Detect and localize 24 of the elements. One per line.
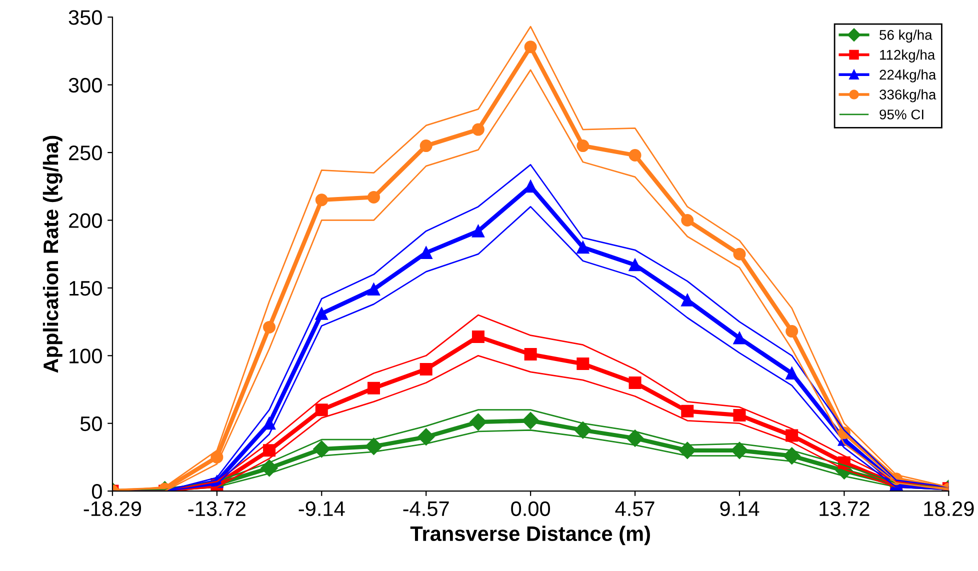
y-tick-label: 300 bbox=[68, 78, 102, 93]
x-tick-label: -4.57 bbox=[403, 502, 449, 516]
x-tick-label: 0.00 bbox=[511, 501, 550, 516]
y-tick-label: 250 bbox=[69, 146, 102, 160]
x-tick-label: -13.72 bbox=[188, 501, 246, 516]
x-tick-label: -9.14 bbox=[298, 501, 345, 516]
x-tick-label: 4.57 bbox=[615, 502, 654, 516]
x-tick-label: 18.29 bbox=[924, 501, 974, 516]
y-tick-label: 150 bbox=[70, 280, 102, 296]
legend-label: 336kg/ha bbox=[880, 89, 936, 102]
x-tick-label: 9.14 bbox=[720, 501, 760, 516]
legend-label: 224kg/ha bbox=[880, 69, 936, 82]
legend-label: 95% CI bbox=[880, 110, 924, 120]
legend-label: 56 kg/ha bbox=[880, 30, 932, 43]
y-tick-label: 350 bbox=[68, 10, 102, 25]
x-tick-label: -18.29 bbox=[84, 501, 142, 516]
x-tick-label: 13.72 bbox=[820, 501, 870, 516]
legend-label: 112kg/ha bbox=[880, 50, 936, 62]
y-axis-title: Application Rate (kg/ha) bbox=[42, 136, 62, 373]
y-tick-label: 50 bbox=[80, 416, 102, 432]
y-tick-label: 200 bbox=[69, 213, 102, 228]
y-tick-label: 0 bbox=[92, 484, 102, 499]
x-axis-title: Transverse Distance (m) bbox=[410, 526, 650, 546]
y-tick-label: 100 bbox=[70, 348, 102, 364]
